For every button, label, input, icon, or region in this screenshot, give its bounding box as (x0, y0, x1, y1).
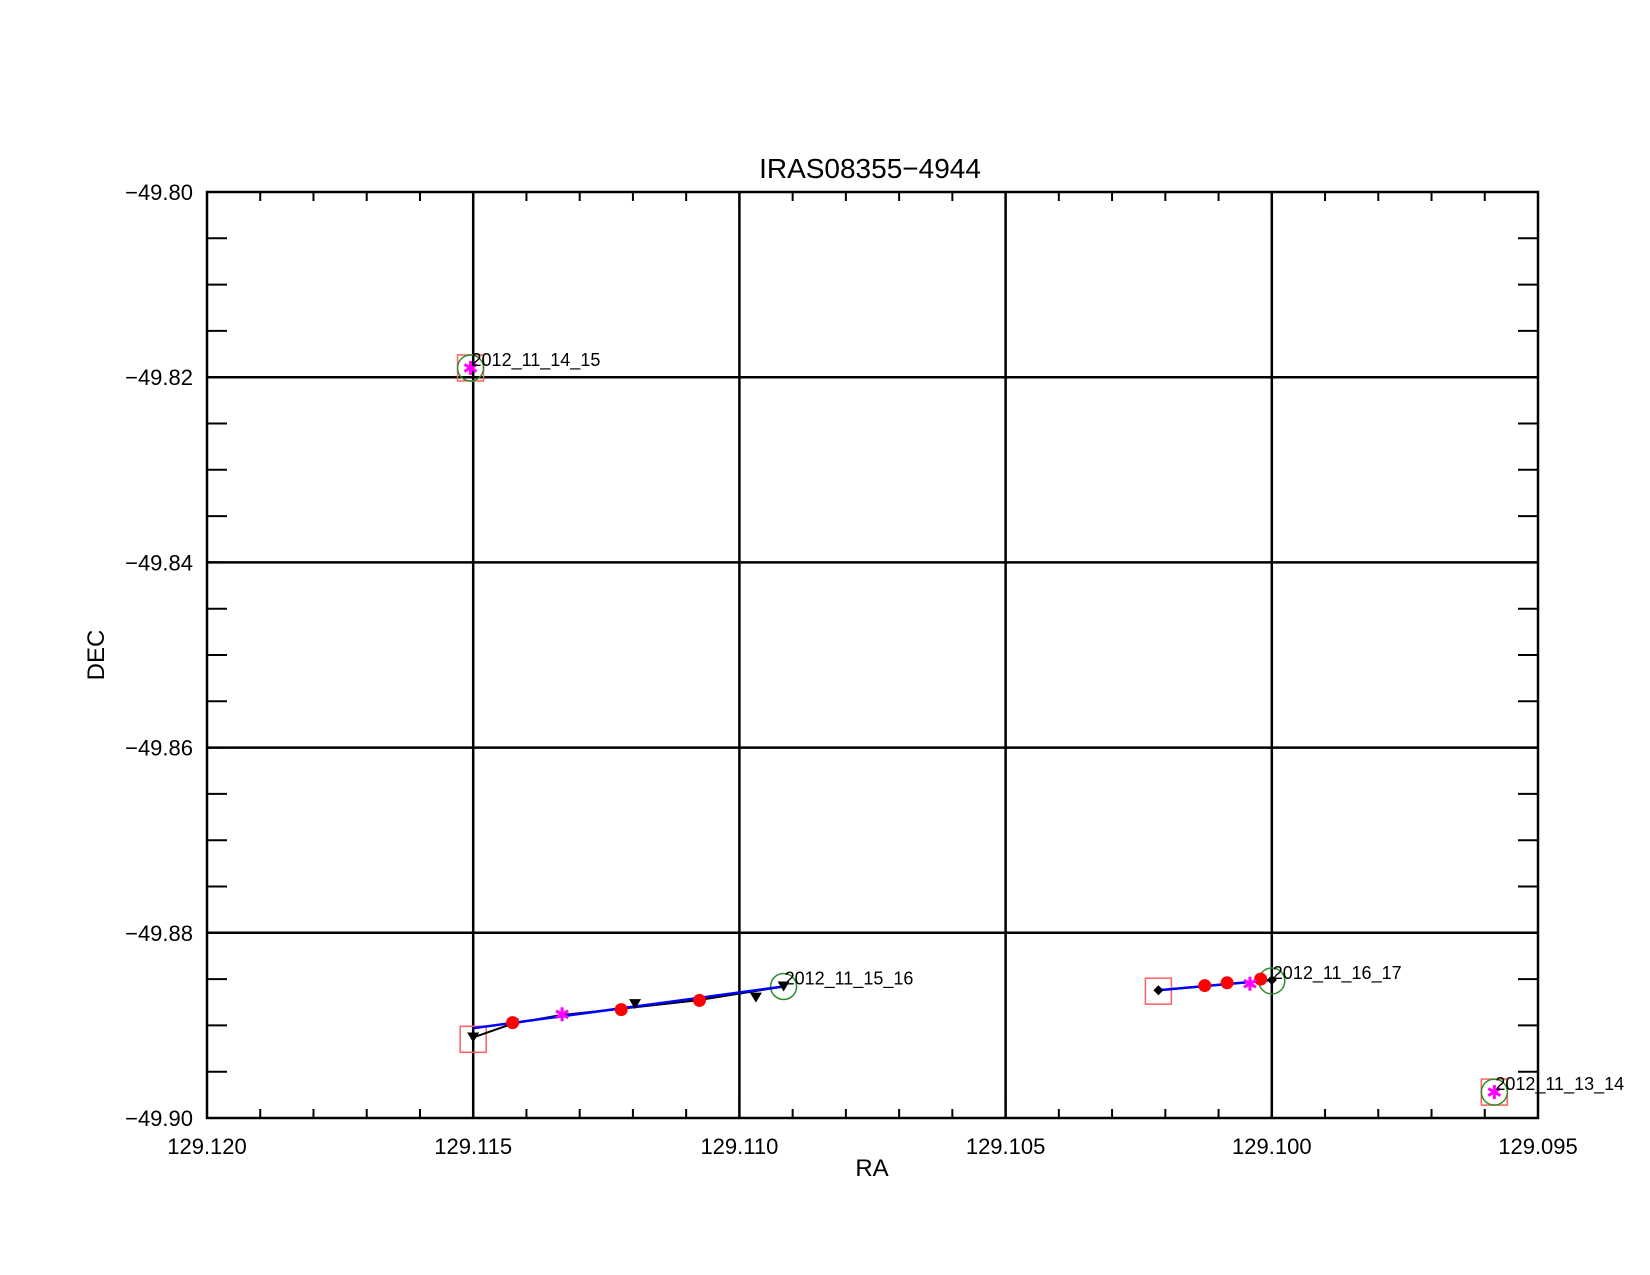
triangle-marker (629, 999, 642, 1010)
end-circle-marker (769, 972, 798, 1001)
fit-track (473, 985, 784, 1030)
x-tick-label: 129.105 (966, 1134, 1046, 1159)
group-label: 2012_11_13_14 (1495, 1074, 1624, 1095)
red-dot-marker (1254, 972, 1268, 986)
data-group (1144, 967, 1286, 1005)
red-dot-marker (1198, 979, 1212, 993)
x-tick-label: 129.120 (167, 1134, 247, 1159)
x-tick-label: 129.110 (700, 1134, 778, 1159)
data-group (1480, 1078, 1509, 1106)
end-circle-marker (1480, 1078, 1509, 1106)
start-square-marker (459, 1025, 487, 1054)
data-group (459, 972, 798, 1054)
triangle-marker (467, 1032, 480, 1043)
asterisk-stroke (555, 1009, 569, 1020)
data-layer (456, 354, 1509, 1106)
annotations: 2012_11_14_15 2012_11_15_16 2012_11_16_17 2… (472, 350, 1625, 1095)
asterisk-stroke (1487, 1087, 1502, 1097)
x-tick-labels: 129.120 129.115 129.110 129.105 129.100 129.0… (167, 1134, 1578, 1159)
chart-title: IRAS08355−4944 (759, 153, 981, 184)
y-tick-label: −49.84 (125, 550, 193, 575)
asterisk-stroke (1243, 978, 1257, 989)
red-dot-marker (692, 993, 706, 1007)
start-square-marker (1144, 977, 1173, 1005)
red-dot-marker (506, 1016, 520, 1030)
end-circle-marker (456, 354, 485, 382)
y-tick-labels: −49.80 −49.82 −49.84 −49.86 −49.88 −49.90 (125, 180, 193, 1131)
y-axis-label: DEC (83, 630, 110, 681)
asterisk-marker (555, 1007, 569, 1022)
y-tick-label: −49.82 (125, 365, 193, 390)
x-tick-label: 129.115 (434, 1134, 512, 1159)
triangle-marker (777, 981, 790, 992)
x-tick-label: 129.100 (1232, 1134, 1312, 1159)
diamond-marker (1153, 985, 1164, 996)
y-tick-label: −49.80 (125, 180, 193, 205)
y-tick-label: −49.88 (125, 921, 193, 946)
group-label: 2012_11_15_16 (785, 969, 914, 990)
red-dot-marker (614, 1003, 628, 1017)
triangle-marker (749, 992, 762, 1003)
asterisk-marker (463, 360, 478, 375)
asterisk-marker (1487, 1085, 1502, 1100)
asterisk-marker (1243, 976, 1257, 991)
x-tick-label: 129.095 (1498, 1134, 1578, 1159)
y-tick-label: −49.90 (125, 1106, 193, 1131)
plot-frame (205, 190, 1540, 1120)
group-label: 2012_11_14_15 (472, 350, 601, 371)
group-label: 2012_11_16_17 (1273, 963, 1402, 984)
grid (207, 192, 1538, 1118)
x-axis-label: RA (855, 1155, 888, 1182)
red-dot-marker (1220, 976, 1234, 990)
y-tick-label: −49.86 (125, 736, 193, 761)
data-group (456, 354, 485, 382)
diamond-marker (1266, 975, 1277, 986)
asterisk-stroke (463, 363, 478, 373)
